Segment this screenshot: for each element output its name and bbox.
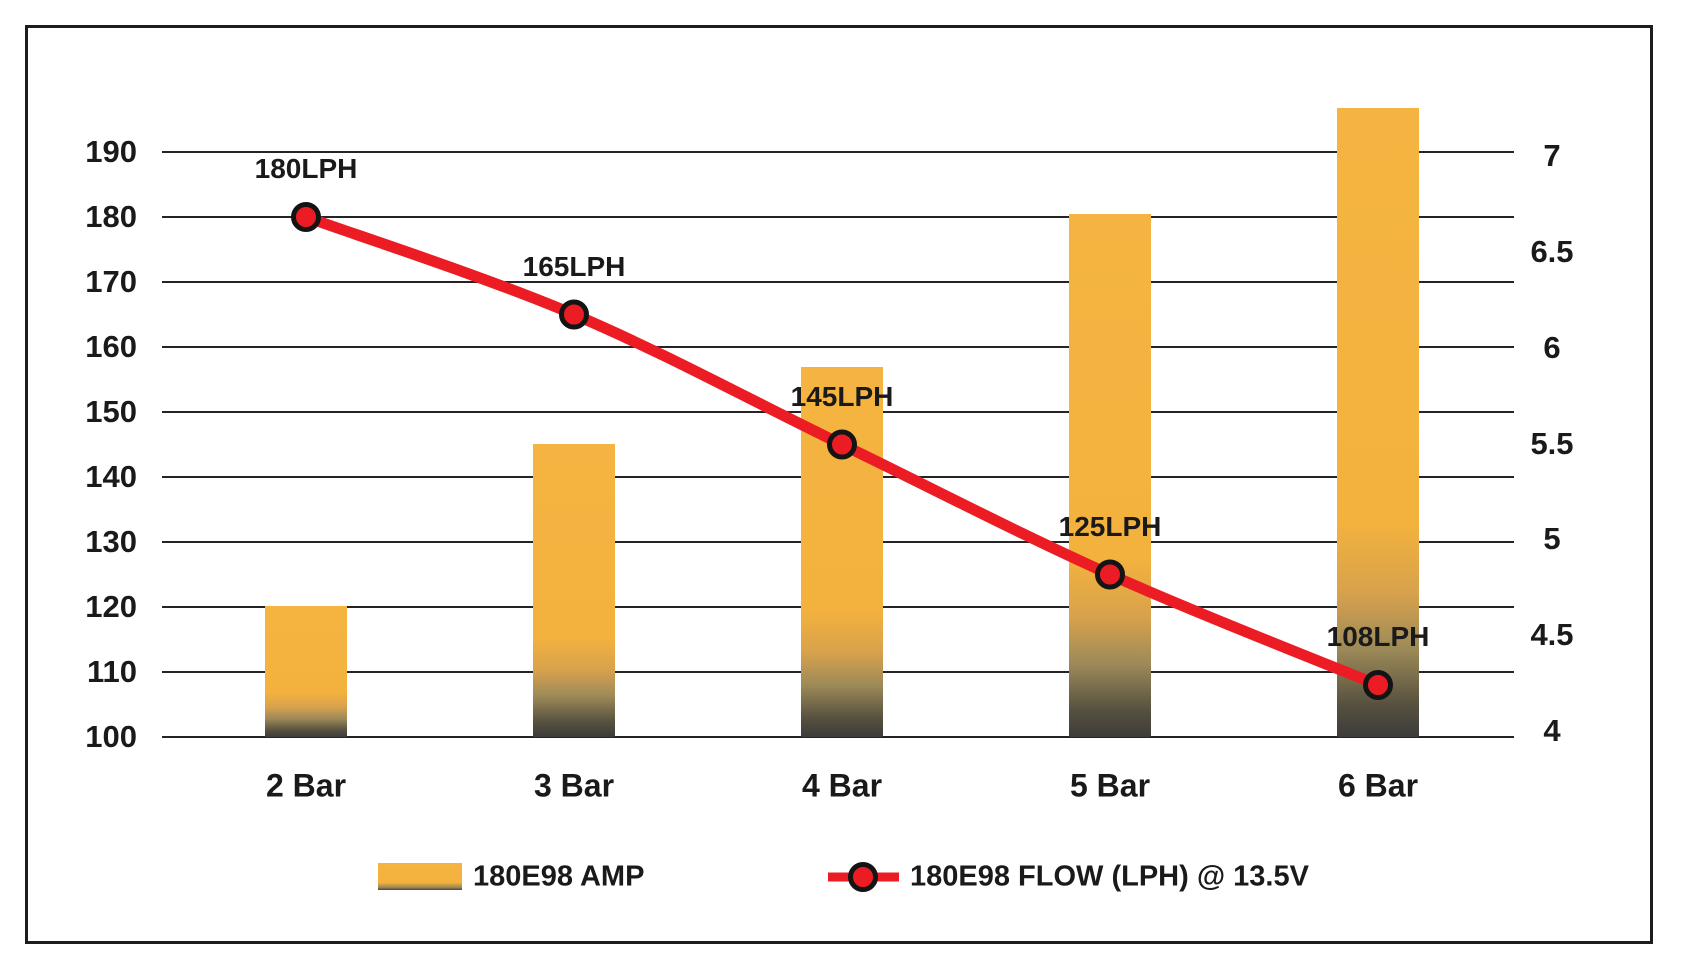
flow-point-label: 108LPH [1326,621,1430,652]
flow-point-label: 165LPH [522,250,626,282]
left-axis-tick-label: 170 [85,264,137,299]
gridline [162,151,1514,153]
right-axis-tick-label: 4 [1543,713,1561,748]
left-axis-tick-label: 120 [85,589,137,624]
left-axis-tick-label: 150 [85,394,137,429]
amp-bar-6-bar [1337,108,1419,737]
left-axis-tick-label: 190 [85,134,137,169]
gridline [162,216,1514,218]
left-axis-tick-label: 100 [85,719,137,754]
right-axis-tick-label: 4.5 [1530,617,1574,653]
x-axis-label-3-bar: 3 Bar [533,767,615,804]
left-axis-tick-label: 110 [86,654,137,689]
flow-marker-6-bar [1363,670,1393,700]
gridline [162,736,1514,738]
amp-bar-5-bar [1069,213,1151,737]
amp-bar-3-bar [533,443,615,737]
flow-marker-4-bar [827,429,857,460]
chart-border [25,25,1653,944]
gridline [162,346,1514,348]
flow-marker-2-bar [291,202,321,232]
x-axis-label-4-bar: 4 Bar [801,767,883,804]
flow-point-label: 180LPH [254,153,358,184]
legend-amp-swatch [378,863,462,890]
flow-marker-5-bar [1095,559,1125,590]
legend-flow-marker-icon [828,862,899,892]
gridline [162,281,1514,283]
left-axis-tick-label: 160 [85,329,137,364]
left-axis-tick-label: 180 [85,199,137,234]
amp-bar-2-bar [265,606,347,737]
flow-point-label: 125LPH [1058,510,1162,542]
x-axis-label-5-bar: 5 Bar [1069,767,1151,804]
right-axis-tick-label: 6 [1543,329,1561,365]
legend-amp-label: 180E98 AMP [473,860,645,893]
right-axis-tick-label: 6.5 [1530,234,1574,269]
x-axis-label-6-bar: 6 Bar [1337,767,1419,804]
right-axis-tick-label: 7 [1543,138,1561,174]
flow-point-label: 145LPH [790,380,894,412]
legend-flow-label: 180E98 FLOW (LPH) @ 13.5V [910,860,1309,893]
flow-marker-3-bar [559,299,589,330]
right-axis-tick-label: 5 [1543,521,1561,557]
x-axis-label-2-bar: 2 Bar [265,767,347,804]
left-axis-tick-label: 130 [85,524,137,559]
right-axis-tick-label: 5.5 [1530,425,1574,461]
left-axis-tick-label: 140 [85,459,137,494]
